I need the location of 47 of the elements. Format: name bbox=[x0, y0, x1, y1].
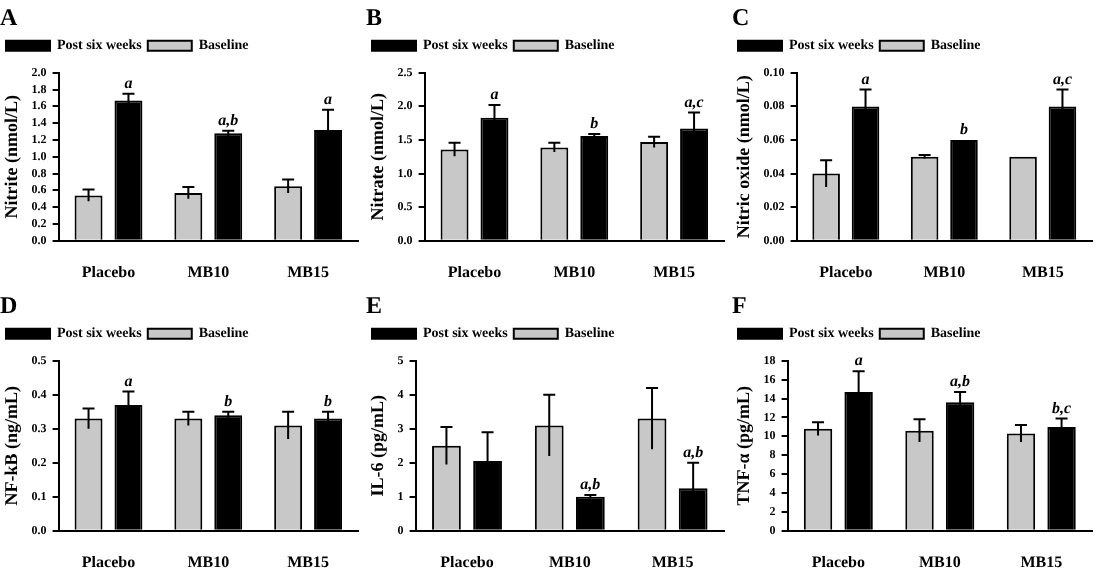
y-axis-title: TNF-α (pg/mL) bbox=[733, 386, 754, 506]
x-tick-label: Placebo bbox=[811, 552, 866, 571]
x-tick-label: MB10 bbox=[187, 552, 230, 571]
x-tick-label: Placebo bbox=[819, 262, 873, 281]
annotation: a bbox=[124, 73, 133, 92]
x-tick-label: MB10 bbox=[548, 552, 591, 571]
annotation: b bbox=[590, 114, 599, 133]
y-axis-title: Nitrate (nmol/L) bbox=[367, 93, 388, 221]
y-axis-title: IL-6 (pg/mL) bbox=[367, 395, 388, 497]
chart-title: C bbox=[732, 2, 750, 31]
annotation: a,b bbox=[218, 110, 239, 129]
annotation: b bbox=[959, 120, 968, 139]
annotation: b bbox=[224, 391, 233, 410]
x-tick-label: MB10 bbox=[553, 262, 596, 281]
x-tick-label: MB15 bbox=[651, 552, 694, 571]
x-tick-label: MB15 bbox=[287, 262, 329, 281]
chart-title: A bbox=[0, 2, 18, 31]
annotation: b bbox=[324, 391, 333, 410]
x-tick-label: MB10 bbox=[918, 552, 961, 571]
x-tick-label: MB15 bbox=[1020, 552, 1063, 571]
y-axis-title: NF-kB (ng/mL) bbox=[1, 386, 22, 506]
chart-title: E bbox=[366, 290, 383, 319]
chart-title: F bbox=[732, 290, 747, 319]
x-tick-label: Placebo bbox=[447, 262, 502, 281]
annotation: a bbox=[861, 69, 870, 88]
annotation: a bbox=[324, 89, 333, 108]
annotation: a,c bbox=[1052, 69, 1073, 88]
y-axis-title: Nitrite (nmol/L) bbox=[1, 95, 22, 219]
annotation: a bbox=[854, 351, 863, 370]
chart-title: D bbox=[0, 290, 18, 319]
annotation: a,c bbox=[684, 92, 705, 111]
y-axis-title: Nitric oxide (nmol/L) bbox=[733, 75, 754, 239]
x-tick-label: MB15 bbox=[1021, 262, 1064, 281]
x-tick-label: MB10 bbox=[187, 262, 230, 281]
x-tick-label: MB15 bbox=[653, 262, 695, 281]
annotation: b,c bbox=[1052, 398, 1072, 417]
x-tick-label: MB10 bbox=[923, 262, 966, 281]
annotation: a,b bbox=[683, 442, 704, 461]
chart-title: B bbox=[366, 2, 383, 31]
x-tick-label: Placebo bbox=[440, 552, 494, 571]
annotation: a,b bbox=[580, 475, 601, 494]
x-tick-label: Placebo bbox=[81, 262, 136, 281]
annotation: a bbox=[490, 85, 499, 104]
x-tick-label: Placebo bbox=[81, 552, 136, 571]
x-tick-label: MB15 bbox=[287, 552, 329, 571]
annotation: a bbox=[124, 371, 133, 390]
annotation: a,b bbox=[950, 372, 971, 391]
